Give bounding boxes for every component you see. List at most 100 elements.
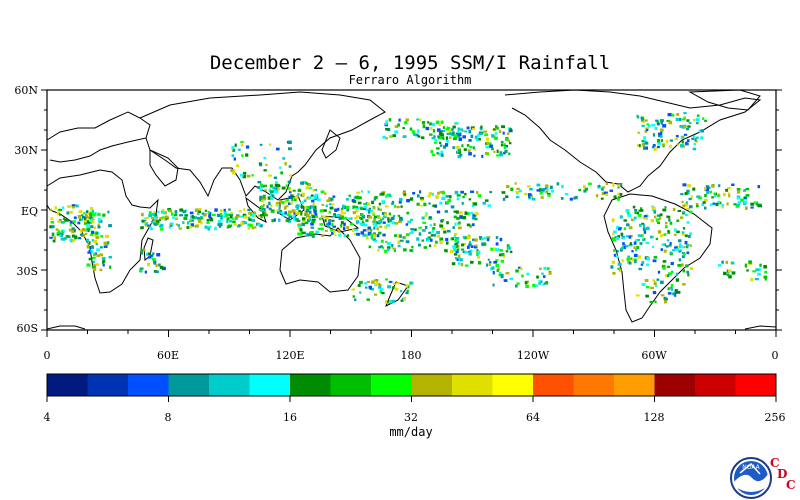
rain-pixel xyxy=(140,226,144,230)
rain-pixel xyxy=(270,204,273,207)
rain-pixel xyxy=(64,219,67,222)
rain-pixel xyxy=(736,188,741,191)
rain-pixel xyxy=(717,264,722,267)
rain-pixel xyxy=(220,212,223,216)
rain-pixel xyxy=(666,265,671,268)
rain-pixel xyxy=(72,220,76,224)
rain-pixel xyxy=(231,217,235,220)
rain-pixel xyxy=(692,135,696,138)
rain-pixel xyxy=(433,233,436,237)
rain-pixel xyxy=(355,195,359,199)
rain-pixel xyxy=(96,254,101,257)
rain-pixel xyxy=(346,234,350,237)
rain-pixel xyxy=(248,218,253,221)
rain-pixel xyxy=(182,221,185,225)
rain-pixel xyxy=(329,206,334,210)
colorbar-segment xyxy=(330,374,372,396)
rain-pixel xyxy=(645,241,650,245)
rain-pixel xyxy=(430,149,434,154)
rain-pixel xyxy=(59,234,62,238)
rain-pixel xyxy=(650,286,654,290)
rain-pixel xyxy=(693,142,696,146)
rain-pixel xyxy=(330,198,334,201)
rain-pixel xyxy=(715,202,719,207)
rain-pixel xyxy=(419,196,424,200)
rain-pixel xyxy=(735,205,740,208)
rain-pixel xyxy=(675,117,679,122)
rain-pixel xyxy=(409,127,413,131)
rain-pixel xyxy=(153,223,158,226)
rain-pixel xyxy=(632,205,636,209)
rain-pixel xyxy=(473,147,477,151)
rain-pixel xyxy=(84,221,88,225)
rain-pixel xyxy=(92,256,96,259)
rain-pixel xyxy=(71,227,75,231)
rain-pixel xyxy=(230,213,234,216)
rain-pixel xyxy=(369,209,374,213)
rain-pixel xyxy=(296,218,299,221)
rain-pixel xyxy=(377,248,380,252)
rain-pixel xyxy=(695,118,700,122)
rain-pixel xyxy=(421,216,425,220)
rain-pixel xyxy=(423,246,428,249)
rain-pixel xyxy=(635,294,640,297)
rain-pixel xyxy=(448,129,452,134)
rain-pixel xyxy=(611,219,615,223)
rain-pixel xyxy=(411,130,415,134)
rain-pixel xyxy=(486,263,489,267)
rain-pixel xyxy=(464,250,468,254)
rain-pixel xyxy=(71,234,76,238)
rain-pixel xyxy=(638,267,643,271)
rain-pixel xyxy=(688,121,692,124)
rain-pixel xyxy=(541,188,545,192)
rain-pixel xyxy=(668,244,672,247)
colorbar-units: mm/day xyxy=(389,425,433,439)
rain-pixel xyxy=(93,226,97,230)
rain-pixel xyxy=(529,187,533,191)
rain-pixel xyxy=(696,204,699,208)
rain-pixel xyxy=(251,174,254,177)
rain-pixel xyxy=(635,248,638,252)
rain-pixel xyxy=(743,200,747,204)
rain-pixel xyxy=(454,222,457,226)
rain-pixel xyxy=(95,263,100,266)
rain-pixel xyxy=(743,196,747,199)
rain-pixel xyxy=(495,263,499,268)
rain-pixel xyxy=(237,148,241,151)
rain-pixel xyxy=(86,245,90,249)
rain-pixel xyxy=(468,252,472,256)
rain-pixel xyxy=(155,270,159,273)
rain-pixel xyxy=(433,244,437,247)
rain-pixel xyxy=(659,128,664,131)
rain-pixel xyxy=(456,216,460,220)
rain-pixel xyxy=(601,187,604,191)
rain-pixel xyxy=(209,218,214,222)
rain-pixel xyxy=(102,259,106,263)
rain-pixel xyxy=(372,234,376,237)
rain-pixel xyxy=(250,224,253,228)
rain-pixel xyxy=(214,208,218,212)
rain-pixel xyxy=(367,203,371,207)
rain-pixel xyxy=(442,136,445,140)
rain-pixel xyxy=(457,127,460,131)
cdc-letter-c2: C xyxy=(786,478,796,492)
rain-pixel xyxy=(282,213,285,217)
rain-pixel xyxy=(270,197,274,201)
rain-pixel xyxy=(237,224,242,227)
rain-pixel xyxy=(674,289,678,293)
rain-pixel xyxy=(516,192,519,195)
colorbar-label-16: 16 xyxy=(283,411,297,424)
rain-pixel xyxy=(102,213,106,217)
rain-pixel xyxy=(490,247,494,251)
rain-pixel xyxy=(516,187,520,191)
rain-pixel xyxy=(618,183,623,187)
rain-pixel xyxy=(450,205,455,209)
rain-pixel xyxy=(736,196,741,200)
rain-pixel xyxy=(316,198,321,201)
rain-pixel xyxy=(626,212,630,215)
rain-pixel xyxy=(372,206,376,210)
rain-pixel xyxy=(727,192,731,195)
rain-pixel xyxy=(549,185,553,190)
rain-pixel xyxy=(275,147,280,151)
rain-pixel xyxy=(367,210,371,214)
